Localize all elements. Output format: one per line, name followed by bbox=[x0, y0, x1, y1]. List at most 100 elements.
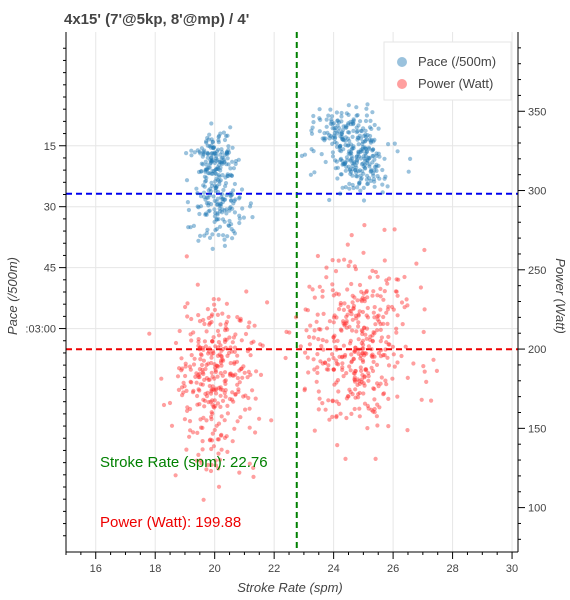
power-point bbox=[331, 367, 337, 372]
power-point bbox=[354, 316, 359, 321]
power-point bbox=[183, 361, 188, 366]
pace-point bbox=[365, 133, 370, 138]
power-point bbox=[173, 340, 179, 346]
power-point bbox=[198, 345, 203, 350]
power-point bbox=[212, 427, 217, 433]
power-point bbox=[230, 439, 235, 444]
pace-point bbox=[369, 167, 374, 172]
power-point bbox=[243, 407, 248, 412]
pace-point bbox=[204, 195, 209, 200]
power-point bbox=[248, 353, 253, 358]
power-point bbox=[212, 307, 217, 312]
pace-point bbox=[192, 150, 197, 155]
pace-point bbox=[350, 182, 355, 188]
power-point bbox=[334, 347, 339, 352]
pace-point bbox=[376, 151, 381, 156]
power-point bbox=[330, 288, 335, 293]
power-point bbox=[237, 380, 242, 385]
pace-point bbox=[340, 130, 345, 135]
power-point bbox=[341, 321, 346, 326]
power-point bbox=[200, 425, 205, 430]
pace-point bbox=[362, 139, 367, 144]
power-point bbox=[223, 328, 228, 333]
power-point bbox=[378, 348, 384, 353]
pace-point bbox=[203, 167, 208, 172]
pace-point bbox=[209, 158, 214, 163]
power-point bbox=[344, 321, 349, 326]
power-point bbox=[189, 353, 194, 358]
pace-point bbox=[216, 232, 221, 238]
pace-point bbox=[341, 124, 346, 129]
power-point bbox=[344, 314, 349, 319]
power-point bbox=[352, 406, 357, 412]
power-point bbox=[376, 384, 381, 389]
pace-point bbox=[213, 210, 218, 216]
power-point bbox=[353, 348, 358, 353]
pace-point bbox=[199, 161, 204, 166]
pace-point bbox=[226, 144, 231, 149]
pace-point bbox=[213, 179, 218, 184]
power-point bbox=[210, 384, 215, 389]
pace-point bbox=[364, 149, 369, 154]
pace-point bbox=[338, 172, 343, 177]
pace-point bbox=[196, 238, 201, 243]
pace-point bbox=[203, 178, 209, 183]
power-point bbox=[356, 392, 361, 397]
power-point bbox=[347, 387, 352, 392]
pace-point bbox=[212, 151, 217, 156]
pace-point bbox=[217, 159, 222, 164]
power-point bbox=[385, 281, 390, 286]
power-point bbox=[350, 293, 355, 298]
pace-point bbox=[219, 156, 224, 161]
power-point bbox=[245, 349, 250, 354]
power-point bbox=[366, 344, 371, 349]
power-point bbox=[362, 299, 367, 304]
pace-point bbox=[218, 209, 223, 214]
pace-point bbox=[356, 150, 361, 155]
pace-point bbox=[385, 184, 390, 189]
power-point bbox=[358, 365, 363, 370]
power-point bbox=[356, 324, 361, 329]
pace-point bbox=[231, 188, 236, 193]
pace-point bbox=[363, 138, 368, 143]
pace-point bbox=[201, 183, 206, 188]
pace-point bbox=[222, 160, 227, 165]
power-point bbox=[195, 430, 200, 435]
power-point bbox=[224, 337, 229, 342]
power-point bbox=[418, 285, 423, 290]
pace-point bbox=[346, 143, 351, 148]
power-point bbox=[360, 358, 365, 363]
power-point bbox=[188, 367, 193, 372]
pace-point bbox=[351, 117, 356, 122]
pace-point bbox=[205, 167, 210, 172]
power-point bbox=[230, 373, 235, 378]
power-point bbox=[232, 361, 237, 366]
power-point bbox=[335, 378, 341, 383]
x-tick-label: 28 bbox=[446, 563, 458, 575]
pace-point bbox=[341, 137, 346, 142]
power-point bbox=[209, 462, 214, 467]
pace-point bbox=[204, 175, 209, 180]
pace-point bbox=[332, 133, 337, 138]
pace-point bbox=[211, 145, 216, 150]
pace-point bbox=[214, 217, 219, 222]
power-point bbox=[364, 351, 369, 356]
power-point bbox=[336, 292, 341, 297]
power-point bbox=[352, 377, 357, 382]
pace-point bbox=[347, 149, 352, 154]
pace-point bbox=[208, 145, 213, 150]
pace-point bbox=[347, 186, 352, 191]
power-point bbox=[378, 322, 383, 327]
power-point bbox=[214, 363, 219, 368]
power-point bbox=[222, 390, 227, 396]
power-point bbox=[199, 425, 204, 430]
pace-point bbox=[215, 165, 220, 170]
pace-point bbox=[214, 199, 219, 204]
power-point bbox=[194, 380, 199, 385]
power-point bbox=[399, 300, 405, 305]
power-point bbox=[191, 388, 196, 393]
pace-point bbox=[340, 158, 345, 164]
power-point bbox=[364, 368, 369, 373]
pace-point bbox=[206, 188, 211, 193]
power-point bbox=[167, 400, 173, 406]
